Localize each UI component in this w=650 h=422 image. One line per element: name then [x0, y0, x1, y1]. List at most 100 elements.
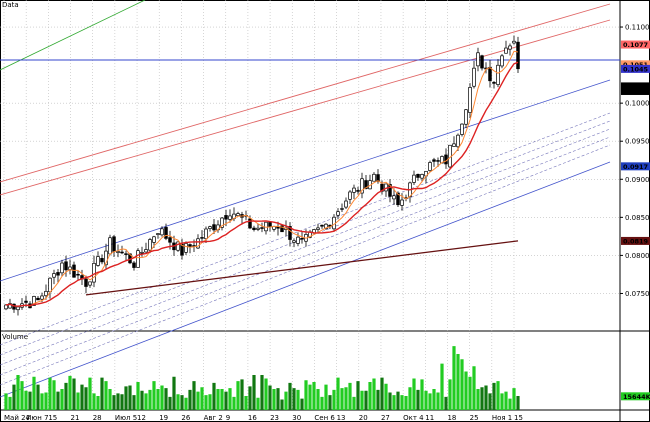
volume-bar [24, 390, 28, 410]
volume-bar [288, 382, 292, 410]
volume-bar [244, 396, 248, 410]
volume-bar [296, 389, 300, 410]
candle-body [144, 249, 148, 253]
volume-bar [516, 396, 520, 410]
volume-bar [32, 376, 36, 410]
candle-body [428, 162, 432, 171]
x-tick-label: Июн 7 [26, 414, 48, 422]
price-tag-box [621, 162, 650, 171]
volume-bar [20, 381, 24, 410]
price-tag-box [621, 60, 650, 69]
volume-bar [200, 387, 204, 410]
volume-bar [504, 391, 508, 410]
x-tick-label: 26 [181, 414, 190, 422]
volume-bar [108, 389, 112, 410]
volume-bar [364, 390, 368, 410]
x-tick-label: Окт 4 [403, 414, 424, 422]
price-tag-label: 0.0819 [623, 237, 649, 245]
volume-bar [156, 389, 160, 410]
candle-body [432, 159, 436, 162]
y-tick-label: 0.1100 [625, 24, 650, 32]
trend-line-green [0, 0, 146, 71]
candle-body [340, 208, 344, 210]
x-tick-label: Ноя 1 [492, 414, 512, 422]
volume-bar [368, 382, 372, 410]
candle-body [68, 266, 72, 270]
candle-body [396, 192, 400, 206]
volume-panel-title: Volume [2, 333, 28, 341]
candle-body [236, 213, 240, 216]
volume-bar [184, 397, 188, 410]
volume-bar [344, 387, 348, 410]
volume-bar [236, 381, 240, 410]
candle-body [256, 227, 260, 230]
volume-bar [396, 391, 400, 410]
x-tick-label: 25 [470, 414, 479, 422]
volume-bar [8, 396, 12, 410]
candle-body [344, 200, 348, 208]
candle-body [516, 41, 520, 70]
candle-body [472, 67, 476, 87]
candle-body [88, 281, 92, 286]
candle-body [504, 47, 508, 54]
volume-bar [220, 389, 224, 410]
volume-bar [268, 385, 272, 410]
volume-bar [252, 375, 256, 410]
volume-bar [120, 394, 124, 410]
volume-bar [124, 386, 128, 410]
candle-body [8, 303, 12, 309]
candle-body [492, 82, 496, 84]
candle-body [212, 224, 216, 231]
volume-bar [324, 384, 328, 410]
candle-body [48, 277, 52, 293]
candle-body [56, 272, 60, 276]
candle-body [436, 160, 440, 162]
x-tick-label: 15 [514, 414, 523, 422]
candle-body [480, 55, 484, 69]
x-tick-label: 11 [425, 414, 434, 422]
volume-bar [80, 384, 84, 410]
volume-bar [100, 377, 104, 410]
candle-body [188, 244, 192, 247]
volume-bar [352, 396, 356, 410]
volume-bar [176, 394, 180, 410]
candle-body [204, 228, 208, 240]
candles-group [4, 35, 520, 316]
volume-bar [232, 396, 236, 410]
candle-body [260, 227, 264, 229]
volume-bar [28, 391, 32, 410]
volume-bar [72, 378, 76, 410]
candle-body [248, 218, 252, 229]
candle-body [92, 262, 96, 283]
volume-bar [492, 382, 496, 410]
volume-bar [116, 393, 120, 410]
volume-bar [424, 390, 428, 410]
volume-bar [464, 371, 468, 410]
candle-body [72, 264, 76, 278]
x-tick-label: 15 [48, 414, 57, 422]
candle-body [468, 87, 472, 113]
candle-body [32, 296, 36, 306]
volume-bar [12, 384, 16, 410]
volume-bar [508, 398, 512, 410]
price-tag-box [621, 236, 650, 245]
candle-body [136, 250, 140, 268]
volume-bar [148, 389, 152, 410]
price-panel-title: Data [2, 1, 19, 9]
volume-bar [216, 389, 220, 410]
candle-body [140, 251, 144, 254]
candle-body [292, 240, 296, 243]
volume-bar [276, 388, 280, 410]
volume-bar [52, 380, 56, 410]
price-tag-label: 0.1022 [623, 83, 648, 91]
volume-bar [48, 377, 52, 410]
volume-bar [416, 389, 420, 410]
price-tag-label: 0.1016 [623, 87, 649, 95]
candle-body [300, 238, 304, 240]
candle-body [116, 251, 120, 253]
volume-bar [196, 391, 200, 410]
candle-body [376, 174, 380, 182]
candle-body [164, 227, 168, 239]
